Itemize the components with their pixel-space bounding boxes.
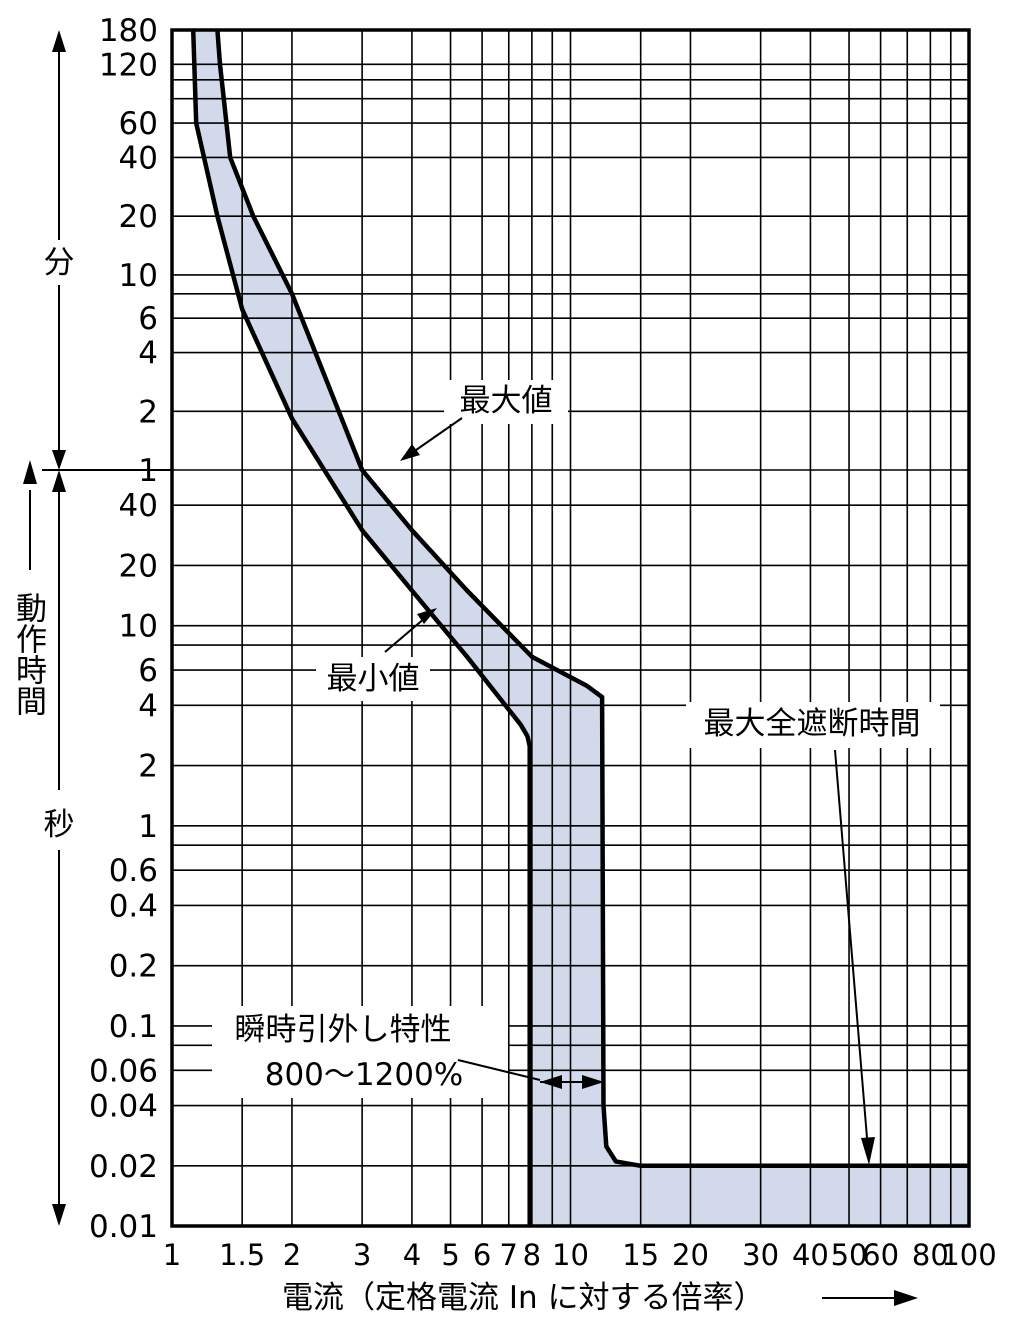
y-tick-label-seconds: 0.4: [109, 888, 158, 924]
minutes-arrow-down-icon: [52, 450, 66, 470]
y-tick-label-minutes: 10: [119, 258, 158, 294]
max-label-bg: [444, 380, 568, 424]
x-tick-label: 5: [441, 1238, 459, 1272]
operating-band: [193, 30, 969, 1226]
y-tick-label-minutes: 180: [99, 13, 158, 49]
y-axis-range-markers: [23, 30, 172, 1226]
y-tick-label-minutes: 120: [99, 47, 158, 83]
x-tick-label: 3: [353, 1238, 371, 1272]
x-tick-label: 7: [500, 1238, 518, 1272]
y-tick-label-seconds: 6: [138, 653, 158, 689]
x-axis-label: 電流（定格電流 In に対する倍率）: [282, 1280, 765, 1316]
x-tick-label: 1.5: [219, 1238, 265, 1272]
max-total-interrupt-time-label: 最大全遮断時間: [704, 706, 921, 742]
y-tick-label-seconds: 0.6: [109, 853, 158, 889]
total-interrupt-label-bg: [686, 702, 940, 748]
y-tick-label-seconds: 0.02: [89, 1149, 158, 1185]
x-axis-arrow-icon: [894, 1290, 918, 1306]
x-tick-label: 4: [403, 1238, 421, 1272]
annotation-pointers: [384, 417, 875, 1165]
plot-frame: [170, 28, 971, 1228]
instant-trip-label-bg: [212, 1006, 508, 1098]
x-tick-label: 15: [622, 1238, 659, 1272]
x-tick-label: 20: [672, 1238, 709, 1272]
y-tick-label-seconds: 0.06: [89, 1053, 158, 1089]
y-tick-label-minutes: 4: [138, 336, 158, 372]
minutes-arrow-up-icon: [52, 30, 66, 52]
x-tick-label: 30: [742, 1238, 779, 1272]
instantaneous-trip-title: 瞬時引外し特性: [235, 1012, 452, 1048]
unit-seconds-label: 秒: [44, 807, 75, 843]
instant-trip-right-arrow-icon: [582, 1075, 604, 1089]
y-tick-label-seconds: 0.2: [109, 949, 158, 985]
min-label-bg: [316, 657, 430, 701]
operating-band-layer: [193, 30, 969, 1226]
seconds-arrow-up-icon: [52, 470, 66, 492]
x-tick-label: 40: [792, 1238, 829, 1272]
max-value-curve: [215, 29, 969, 1169]
y-tick-label-minutes: 20: [119, 199, 158, 235]
seconds-arrow-down-icon: [52, 1204, 66, 1226]
x-tick-label: 80: [912, 1238, 949, 1272]
min-value-label: 最小値: [327, 661, 420, 697]
min-value-curve: [190, 29, 532, 1226]
total-interrupt-pointer-arrow-icon: [861, 1137, 875, 1165]
y-tick-label-seconds: 0.01: [89, 1209, 158, 1245]
y-tick-label-minutes: 60: [119, 106, 158, 142]
y-tick-labels: 18012060402010642140201064210.60.40.20.1…: [89, 13, 158, 1245]
x-tick-label: 100: [941, 1238, 996, 1272]
x-tick-label: 50: [831, 1238, 868, 1272]
y-tick-label-seconds: 20: [119, 548, 158, 584]
min-pointer-arrow-icon: [417, 608, 437, 624]
instant-trip-left-arrow-icon: [540, 1075, 562, 1089]
ylabel-arrow-up-icon: [23, 460, 37, 484]
y-tick-label-seconds: 0.1: [109, 1009, 158, 1045]
x-tick-label: 8: [523, 1238, 541, 1272]
y-tick-label-minutes: 6: [138, 301, 158, 337]
curve-layer: [190, 29, 969, 1226]
x-tick-label: 1: [163, 1238, 181, 1272]
y-tick-label-seconds: 2: [138, 749, 158, 785]
x-tick-label: 2: [283, 1238, 301, 1272]
y-tick-label-seconds: 40: [119, 488, 158, 524]
y-tick-label-seconds: 0.04: [89, 1089, 158, 1125]
x-tick-label: 6: [473, 1238, 491, 1272]
y-tick-label-minutes: 40: [119, 140, 158, 176]
y-axis-label: 動作時間: [10, 592, 46, 716]
unit-minutes-label: 分: [44, 245, 75, 281]
x-tick-label: 10: [552, 1238, 589, 1272]
x-axis-label-arrow: [822, 1290, 918, 1306]
max-value-label: 最大値: [460, 383, 553, 419]
y-tick-label-seconds: 4: [138, 688, 158, 724]
instantaneous-trip-range: 800〜1200%: [265, 1057, 464, 1093]
y-tick-label-seconds: 10: [119, 609, 158, 645]
x-tick-label: 60: [862, 1238, 899, 1272]
y-tick-label-minutes: 2: [138, 394, 158, 430]
y-tick-label-seconds: 1: [138, 809, 158, 845]
max-pointer-arrow-icon: [400, 444, 420, 461]
